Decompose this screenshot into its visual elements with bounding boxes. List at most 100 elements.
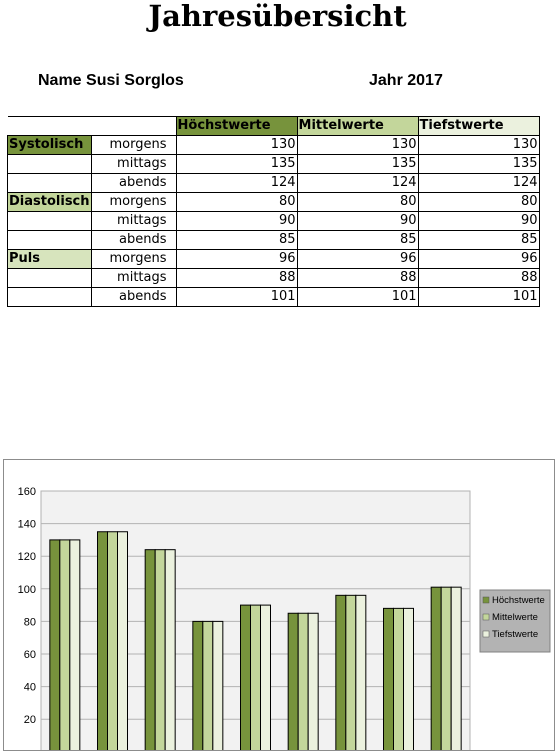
row-time-label: mittags xyxy=(90,154,177,174)
bar xyxy=(430,586,442,753)
bar xyxy=(307,612,319,753)
y-tick-label: 160 xyxy=(18,486,36,498)
column-header-tief: Tiefstwerte xyxy=(417,116,540,136)
table-body: Systolisch morgens 130 130 130 mittags 135 135 1… xyxy=(7,135,540,307)
bar xyxy=(69,539,81,753)
table-cell: 85 xyxy=(417,230,540,250)
table-row: abends 101 101 101 xyxy=(7,287,540,307)
table-cell: 90 xyxy=(417,211,540,231)
bar xyxy=(107,531,118,753)
name-value: Susi Sorglos xyxy=(86,72,184,89)
column-header-mittel: Mittelwerte xyxy=(296,116,419,136)
table-cell: 124 xyxy=(417,173,540,193)
table-cell: 88 xyxy=(417,268,540,288)
chart-svg: 20 40 60 80 100 120 140 160 Höchstwerte Mittelwer… xyxy=(18,486,551,753)
table-header-row: Höchstwerte Mittelwerte Tiefstwerte xyxy=(7,116,540,136)
table-cell: 96 xyxy=(175,249,298,269)
bar xyxy=(250,604,261,753)
bar xyxy=(383,607,394,753)
table-cell: 135 xyxy=(175,154,298,174)
row-group-label xyxy=(7,230,92,250)
bar xyxy=(355,594,367,753)
bar xyxy=(117,531,128,753)
table-cell: 88 xyxy=(175,268,298,288)
header-blank xyxy=(91,116,177,136)
bar xyxy=(192,620,204,753)
table-cell: 101 xyxy=(417,287,540,307)
table-cell: 90 xyxy=(296,211,419,231)
table-row: Diastolisch morgens 80 80 80 xyxy=(7,192,540,212)
table-cell: 90 xyxy=(175,211,298,231)
row-time-label: mittags xyxy=(90,268,177,288)
bar xyxy=(403,607,414,753)
y-tick-label: 60 xyxy=(24,649,36,661)
legend-swatch xyxy=(482,613,490,621)
table-row: mittags 90 90 90 xyxy=(7,211,540,231)
row-group-label: Systolisch xyxy=(7,135,92,155)
row-time-label: abends xyxy=(90,287,177,307)
table-row: Systolisch morgens 130 130 130 xyxy=(7,135,540,155)
table-cell: 130 xyxy=(296,135,419,155)
table-cell: 85 xyxy=(175,230,298,250)
name-line: Name Susi Sorglos xyxy=(38,72,184,90)
legend-label: Mittelwerte xyxy=(492,612,538,623)
year-value: 2017 xyxy=(407,72,443,89)
legend-box xyxy=(479,589,551,653)
legend-label: Höchstwerte xyxy=(492,595,545,606)
bar xyxy=(260,604,271,753)
table-cell: 80 xyxy=(417,192,540,212)
bar xyxy=(345,594,357,753)
table-cell: 135 xyxy=(296,154,419,174)
table-cell: 96 xyxy=(296,249,419,269)
legend-swatch xyxy=(482,630,490,638)
bar xyxy=(144,549,156,753)
table-cell: 80 xyxy=(175,192,298,212)
bar xyxy=(450,586,462,753)
table-cell: 101 xyxy=(175,287,298,307)
table-row: abends 124 124 124 xyxy=(7,173,540,193)
bar xyxy=(164,549,176,753)
y-tick-label: 80 xyxy=(24,616,36,628)
table-cell: 85 xyxy=(296,230,419,250)
bar xyxy=(297,612,309,753)
y-tick-label: 40 xyxy=(24,682,36,694)
row-group-label xyxy=(7,287,92,307)
y-tick-label: 120 xyxy=(18,551,36,563)
table-cell: 124 xyxy=(296,173,419,193)
row-group-label: Puls xyxy=(7,249,92,269)
table-cell: 130 xyxy=(417,135,540,155)
bar xyxy=(49,539,61,753)
y-tick-label: 140 xyxy=(18,519,36,531)
year-line: Jahr 2017 xyxy=(369,72,443,90)
bar xyxy=(97,531,108,753)
bar xyxy=(440,586,452,753)
bar xyxy=(335,594,347,753)
table-cell: 101 xyxy=(296,287,419,307)
table-cell: 96 xyxy=(417,249,540,269)
bar xyxy=(202,620,214,753)
legend-swatch xyxy=(482,596,490,604)
bar xyxy=(287,612,299,753)
row-group-label xyxy=(7,268,92,288)
column-header-hoechst: Höchstwerte xyxy=(175,116,298,136)
table-cell: 130 xyxy=(175,135,298,155)
row-group-label: Diastolisch xyxy=(7,192,92,212)
row-time-label: abends xyxy=(90,230,177,250)
table-row: Puls morgens 96 96 96 xyxy=(7,249,540,269)
table-row: mittags 88 88 88 xyxy=(7,268,540,288)
bar xyxy=(212,620,224,753)
y-tick-label: 20 xyxy=(24,714,36,726)
name-label: Name xyxy=(38,72,82,89)
row-group-label xyxy=(7,173,92,193)
legend-label: Tiefstwerte xyxy=(492,629,538,640)
header-blank xyxy=(7,116,92,136)
table-cell: 124 xyxy=(175,173,298,193)
row-group-label xyxy=(7,154,92,174)
row-time-label: morgens xyxy=(90,192,177,212)
values-table: Höchstwerte Mittelwerte Tiefstwerte Syst… xyxy=(7,116,540,307)
row-time-label: morgens xyxy=(90,249,177,269)
y-tick-label: 100 xyxy=(18,584,36,596)
page-title: Jahresübersicht xyxy=(148,0,407,33)
table-row: mittags 135 135 135 xyxy=(7,154,540,174)
row-time-label: mittags xyxy=(90,211,177,231)
